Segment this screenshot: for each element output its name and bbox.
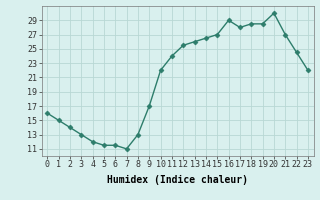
X-axis label: Humidex (Indice chaleur): Humidex (Indice chaleur): [107, 175, 248, 185]
